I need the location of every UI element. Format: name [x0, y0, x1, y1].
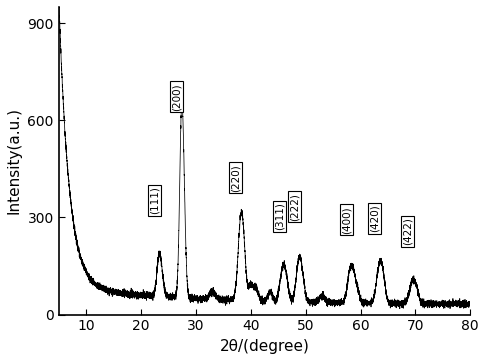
- Y-axis label: Intensity(a.u.): Intensity(a.u.): [7, 107, 22, 214]
- Text: (420): (420): [369, 204, 379, 232]
- Text: (422): (422): [402, 217, 412, 245]
- Text: (200): (200): [172, 83, 182, 110]
- Text: (111): (111): [150, 186, 160, 214]
- Text: (220): (220): [230, 164, 241, 192]
- X-axis label: 2θ/(degree): 2θ/(degree): [220, 339, 310, 354]
- Text: (311): (311): [274, 203, 284, 230]
- Text: (222): (222): [290, 193, 300, 221]
- Text: (400): (400): [342, 206, 352, 234]
